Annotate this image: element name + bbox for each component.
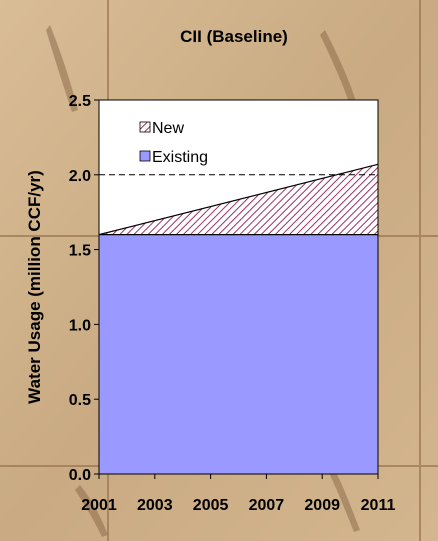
legend-swatch-existing (139, 150, 151, 162)
y-tick-label: 1.0 (69, 317, 91, 334)
y-tick-label: 1.5 (69, 243, 91, 260)
y-tick-label: 0.5 (69, 392, 91, 409)
series-layer (98, 163, 379, 474)
y-tick-label: 2.5 (69, 93, 91, 110)
fossil-fish-decoration (46, 25, 360, 537)
legend: New Existing (139, 120, 208, 166)
y-axis: 0.0 0.5 1.0 1.5 2.0 2.5 (69, 93, 99, 484)
legend-label-existing: Existing (152, 149, 208, 166)
chart-title: CII (Baseline) (180, 27, 288, 46)
y-axis-title: Water Usage (million CCF/yr) (25, 170, 44, 404)
x-tick-label: 2005 (193, 497, 229, 514)
series-new-top-line (98, 163, 379, 236)
plot-border (98, 99, 379, 475)
y-tick-label: 2.0 (69, 168, 91, 185)
x-tick-label: 2009 (304, 497, 340, 514)
x-tick-label: 2011 (361, 497, 396, 514)
legend-swatch-new (139, 121, 151, 133)
x-tick-label: 2003 (137, 497, 173, 514)
x-axis: 2001 2003 2005 2007 2009 2011 (81, 474, 395, 514)
x-tick-label: 2007 (249, 497, 285, 514)
y-tick-label: 0.0 (69, 467, 91, 484)
x-tick-label: 2001 (81, 497, 117, 514)
series-existing-area (99, 234, 378, 474)
legend-label-new: New (152, 120, 184, 137)
